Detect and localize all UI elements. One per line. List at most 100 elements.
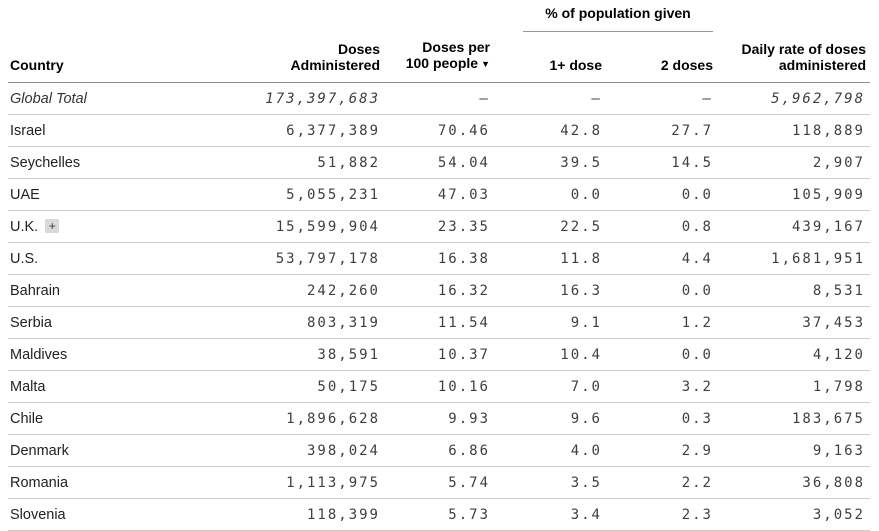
cell-doses-per-100: 10.16 [437,378,490,395]
cell-doses-per-100: – [479,90,490,107]
country-label: Romania [10,474,69,491]
expand-row-button[interactable]: + [45,219,60,233]
country-label: Slovenia [10,506,66,523]
cell-doses-administered: 15,599,904 [275,218,380,235]
cell-country: Maldives [8,339,198,371]
country-label: UAE [10,186,40,203]
column-header-label: Daily rate of doses [741,41,867,57]
cell-country: U.K. + [8,211,198,243]
cell-daily-rate: 105,909 [791,186,865,203]
cell-two-doses: 27.7 [671,122,713,139]
cell-doses-per-100: 16.32 [437,282,490,299]
country-label: Israel [10,122,46,139]
table-row: Serbia 803,319 11.54 9.1 1.2 37,453 [8,307,870,339]
country-label: Global Total [10,90,87,107]
cell-doses-administered: 6,377,389 [286,122,380,139]
cell-doses-administered: 118,399 [306,506,380,523]
cell-daily-rate: 36,808 [802,474,865,491]
vaccine-table: % of population given Country Doses Admi… [8,0,870,531]
table-row: Seychelles 51,882 54.04 39.5 14.5 2,907 [8,147,870,179]
column-header-doses-per-100[interactable]: Doses per 100 people ▼ [380,32,490,83]
table-row: Romania 1,113,975 5.74 3.5 2.2 36,808 [8,467,870,499]
column-header-label: 1+ dose [549,57,602,73]
table-row: U.K. +15,599,904 23.35 22.5 0.8 439,167 [8,211,870,243]
cell-daily-rate: 2,907 [812,154,865,171]
cell-doses-per-100: 6.86 [448,442,490,459]
table-row-global-total: Global Total 173,397,683 – – – 5,962,798 [8,83,870,115]
column-header-row: Country Doses Administered Doses per 100… [8,32,870,83]
country-label: U.K. [10,218,39,235]
cell-one-dose: 9.6 [570,410,602,427]
group-header-cell: % of population given [490,0,713,32]
cell-two-doses: 0.0 [681,282,713,299]
cell-country: U.S. [8,243,198,275]
country-label: Malta [10,378,46,395]
cell-one-dose: 7.0 [570,378,602,395]
cell-two-doses: 4.4 [681,250,713,267]
column-header-label: administered [778,57,866,73]
sort-desc-icon: ▼ [481,59,490,69]
column-header-two-doses[interactable]: 2 doses [602,32,713,83]
cell-daily-rate: 3,052 [812,506,865,523]
cell-country: Denmark [8,435,198,467]
column-header-label: 100 people [405,55,479,71]
country-label: Bahrain [10,282,60,299]
column-header-daily-rate[interactable]: Daily rate of doses administered [713,32,870,83]
table-row: UAE 5,055,231 47.03 0.0 0.0 105,909 [8,179,870,211]
cell-two-doses: 3.2 [681,378,713,395]
cell-country: Romania [8,467,198,499]
cell-doses-administered: 5,055,231 [286,186,380,203]
table-row: Malta 50,175 10.16 7.0 3.2 1,798 [8,371,870,403]
cell-daily-rate: 37,453 [802,314,865,331]
cell-doses-administered: 1,113,975 [286,474,380,491]
group-header-label: % of population given [523,0,713,32]
cell-two-doses: 14.5 [671,154,713,171]
cell-one-dose: – [591,90,602,107]
column-header-label: Doses per [422,39,490,55]
table-row: U.S. 53,797,178 16.38 11.8 4.4 1,681,951 [8,243,870,275]
cell-daily-rate: 4,120 [812,346,865,363]
table-row: Chile 1,896,628 9.93 9.6 0.3 183,675 [8,403,870,435]
cell-daily-rate: 9,163 [812,442,865,459]
cell-two-doses: 2.3 [681,506,713,523]
table-row: Maldives 38,591 10.37 10.4 0.0 4,120 [8,339,870,371]
cell-one-dose: 0.0 [570,186,602,203]
column-header-doses-administered[interactable]: Doses Administered [198,32,380,83]
cell-doses-per-100: 9.93 [448,410,490,427]
cell-doses-per-100: 47.03 [437,186,490,203]
column-header-country[interactable]: Country [8,32,198,83]
cell-doses-per-100: 16.38 [437,250,490,267]
cell-doses-per-100: 70.46 [437,122,490,139]
cell-country: Israel [8,115,198,147]
table-body: Global Total 173,397,683 – – – 5,962,798 Israe… [8,83,870,531]
cell-country: Global Total [8,83,198,115]
cell-doses-administered: 51,882 [317,154,380,171]
table-row: Bahrain 242,260 16.32 16.3 0.0 8,531 [8,275,870,307]
country-label: Chile [10,410,44,427]
cell-daily-rate: 439,167 [791,218,865,235]
cell-doses-per-100: 54.04 [437,154,490,171]
cell-two-doses: 0.8 [681,218,713,235]
column-header-one-dose[interactable]: 1+ dose [490,32,602,83]
column-header-label: 2 doses [660,57,713,73]
cell-one-dose: 10.4 [560,346,602,363]
column-header-label: Doses [337,41,380,57]
cell-one-dose: 16.3 [560,282,602,299]
cell-daily-rate: 8,531 [812,282,865,299]
table-row: Denmark 398,024 6.86 4.0 2.9 9,163 [8,435,870,467]
cell-doses-administered: 242,260 [306,282,380,299]
column-header-label: Country [10,57,64,73]
country-label: Seychelles [10,154,81,171]
group-header-spacer [8,0,490,32]
cell-daily-rate: 1,798 [812,378,865,395]
cell-doses-per-100: 5.74 [448,474,490,491]
cell-doses-administered: 1,896,628 [286,410,380,427]
cell-one-dose: 22.5 [560,218,602,235]
cell-country: Slovenia [8,499,198,531]
cell-country: Bahrain [8,275,198,307]
group-header-spacer [713,0,870,32]
country-label: Denmark [10,442,69,459]
cell-two-doses: 0.0 [681,186,713,203]
country-label: Serbia [10,314,52,331]
